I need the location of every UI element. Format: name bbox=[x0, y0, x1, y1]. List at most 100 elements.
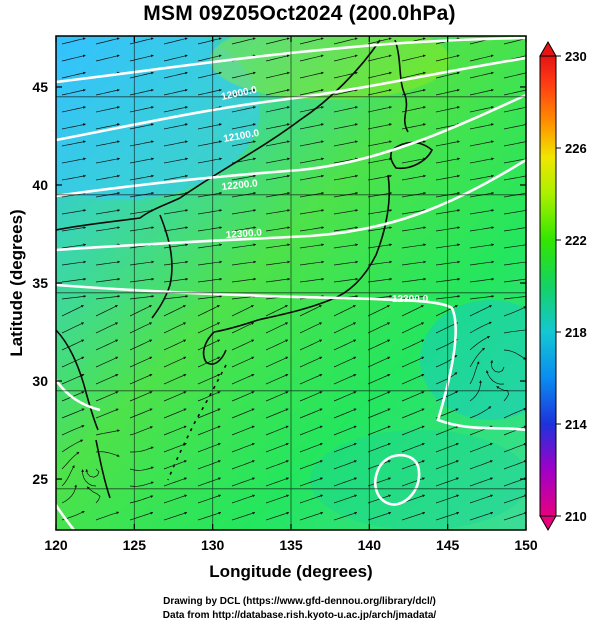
wind-arrow bbox=[503, 295, 526, 300]
wind-arrow bbox=[86, 486, 101, 504]
wind-arrow bbox=[61, 425, 85, 436]
wind-arrow bbox=[265, 71, 290, 79]
wind-arrow bbox=[435, 372, 458, 385]
wind-arrow bbox=[81, 469, 97, 487]
wind-arrow bbox=[469, 321, 492, 334]
y-tick-labels: 25 30 35 40 45 bbox=[32, 79, 48, 487]
wind-arrow bbox=[503, 460, 526, 470]
wind-arrow bbox=[367, 106, 392, 113]
coast-kyushu bbox=[202, 331, 227, 365]
wind-arrow bbox=[163, 71, 188, 79]
wind-arrow bbox=[367, 322, 391, 334]
wind-arrow bbox=[333, 408, 357, 419]
wind-arrow bbox=[231, 277, 257, 283]
wind-arrow bbox=[61, 209, 87, 215]
wind-arrow bbox=[367, 157, 393, 164]
wind-arrow bbox=[163, 408, 187, 419]
wind-arrow bbox=[299, 88, 324, 96]
wind-arrow bbox=[265, 477, 290, 487]
wind-arrow bbox=[299, 339, 323, 351]
wind-arrow bbox=[333, 305, 356, 317]
wind-arrow bbox=[129, 140, 154, 147]
y-tick-label: 25 bbox=[32, 471, 48, 487]
wind-arrow bbox=[333, 123, 358, 130]
wind-arrow bbox=[401, 277, 427, 283]
wind-arrow bbox=[197, 71, 222, 79]
x-tick-label: 135 bbox=[279, 537, 303, 553]
wind-arrow bbox=[503, 88, 526, 96]
wind-arrow bbox=[299, 54, 324, 62]
wind-arrow bbox=[367, 442, 391, 453]
wind-arrow bbox=[469, 157, 495, 164]
wind-arrow bbox=[401, 54, 426, 62]
wind-arrow bbox=[503, 71, 526, 79]
wind-arrow bbox=[197, 209, 223, 215]
wind-arrow bbox=[299, 140, 324, 147]
wind-arrow bbox=[503, 140, 526, 147]
wind-arrow bbox=[401, 157, 427, 164]
wind-arrow bbox=[333, 339, 357, 351]
wind-arrow bbox=[129, 37, 154, 45]
wind-arrow bbox=[333, 209, 359, 215]
wind-arrow bbox=[231, 494, 256, 504]
contour-closed-south bbox=[374, 453, 421, 506]
wind-arrow bbox=[231, 226, 257, 232]
wind-arrow bbox=[61, 123, 86, 130]
wind-arrow bbox=[163, 123, 188, 130]
wind-arrow bbox=[503, 425, 526, 436]
wind-arrow bbox=[333, 442, 357, 453]
contour-label: 12300.0 bbox=[392, 294, 429, 305]
wind-arrow bbox=[61, 37, 86, 45]
wind-arrow bbox=[299, 374, 323, 385]
wind-arrow bbox=[129, 322, 153, 334]
wind-arrow bbox=[61, 88, 86, 96]
wind-arrow bbox=[129, 123, 154, 130]
wind-arrow bbox=[95, 429, 120, 436]
wind-arrow bbox=[95, 157, 121, 164]
wind-arrow bbox=[401, 339, 425, 351]
wind-arrow bbox=[129, 209, 155, 215]
wind-arrow bbox=[265, 226, 291, 232]
wind-arrow bbox=[469, 380, 482, 402]
wind-arrow bbox=[129, 174, 155, 181]
y-tick-label: 40 bbox=[32, 177, 48, 193]
x-tick-label: 150 bbox=[514, 537, 538, 553]
wind-arrow bbox=[163, 209, 189, 215]
wind-arrow bbox=[265, 339, 289, 351]
wind-arrow bbox=[401, 209, 427, 215]
wind-arrow bbox=[231, 123, 256, 130]
wind-arrow bbox=[163, 260, 189, 266]
wind-arrow bbox=[367, 71, 392, 79]
coast-primorye bbox=[179, 39, 381, 199]
wind-arrow bbox=[95, 511, 120, 521]
wind-arrow bbox=[299, 460, 323, 470]
wind-arrow bbox=[333, 226, 359, 232]
wind-arrow bbox=[265, 460, 289, 470]
wind-arrow bbox=[299, 157, 325, 164]
wind-arrow bbox=[401, 425, 425, 436]
wind-arrow bbox=[95, 339, 119, 351]
wind-arrow bbox=[163, 157, 189, 164]
wind-arrow bbox=[333, 322, 357, 334]
chart-title: MSM 09Z05Oct2024 (200.0hPa) bbox=[143, 2, 456, 25]
wind-arrow bbox=[61, 71, 86, 79]
wind-arrow bbox=[401, 408, 425, 419]
wind-arrow bbox=[299, 442, 323, 453]
colorbar-scale bbox=[539, 55, 557, 517]
wind-arrow bbox=[401, 71, 426, 79]
wind-arrow bbox=[367, 477, 392, 487]
wind-arrow bbox=[163, 494, 188, 504]
wind-arrow bbox=[265, 37, 290, 45]
wind-arrow bbox=[265, 322, 289, 334]
wind-arrow bbox=[129, 157, 155, 164]
contour-line-southwest2 bbox=[56, 504, 76, 530]
wind-arrow bbox=[299, 511, 324, 521]
colorbar-upper-arrow bbox=[539, 40, 557, 57]
wind-arrow bbox=[299, 356, 323, 368]
wind-arrow bbox=[95, 226, 121, 232]
wind-arrow bbox=[469, 71, 494, 79]
wind-arrow bbox=[367, 339, 391, 351]
wind-arrow bbox=[265, 494, 290, 504]
x-tick-labels: 120 125 130 135 140 145 150 bbox=[44, 537, 538, 553]
wind-arrow bbox=[333, 174, 359, 181]
